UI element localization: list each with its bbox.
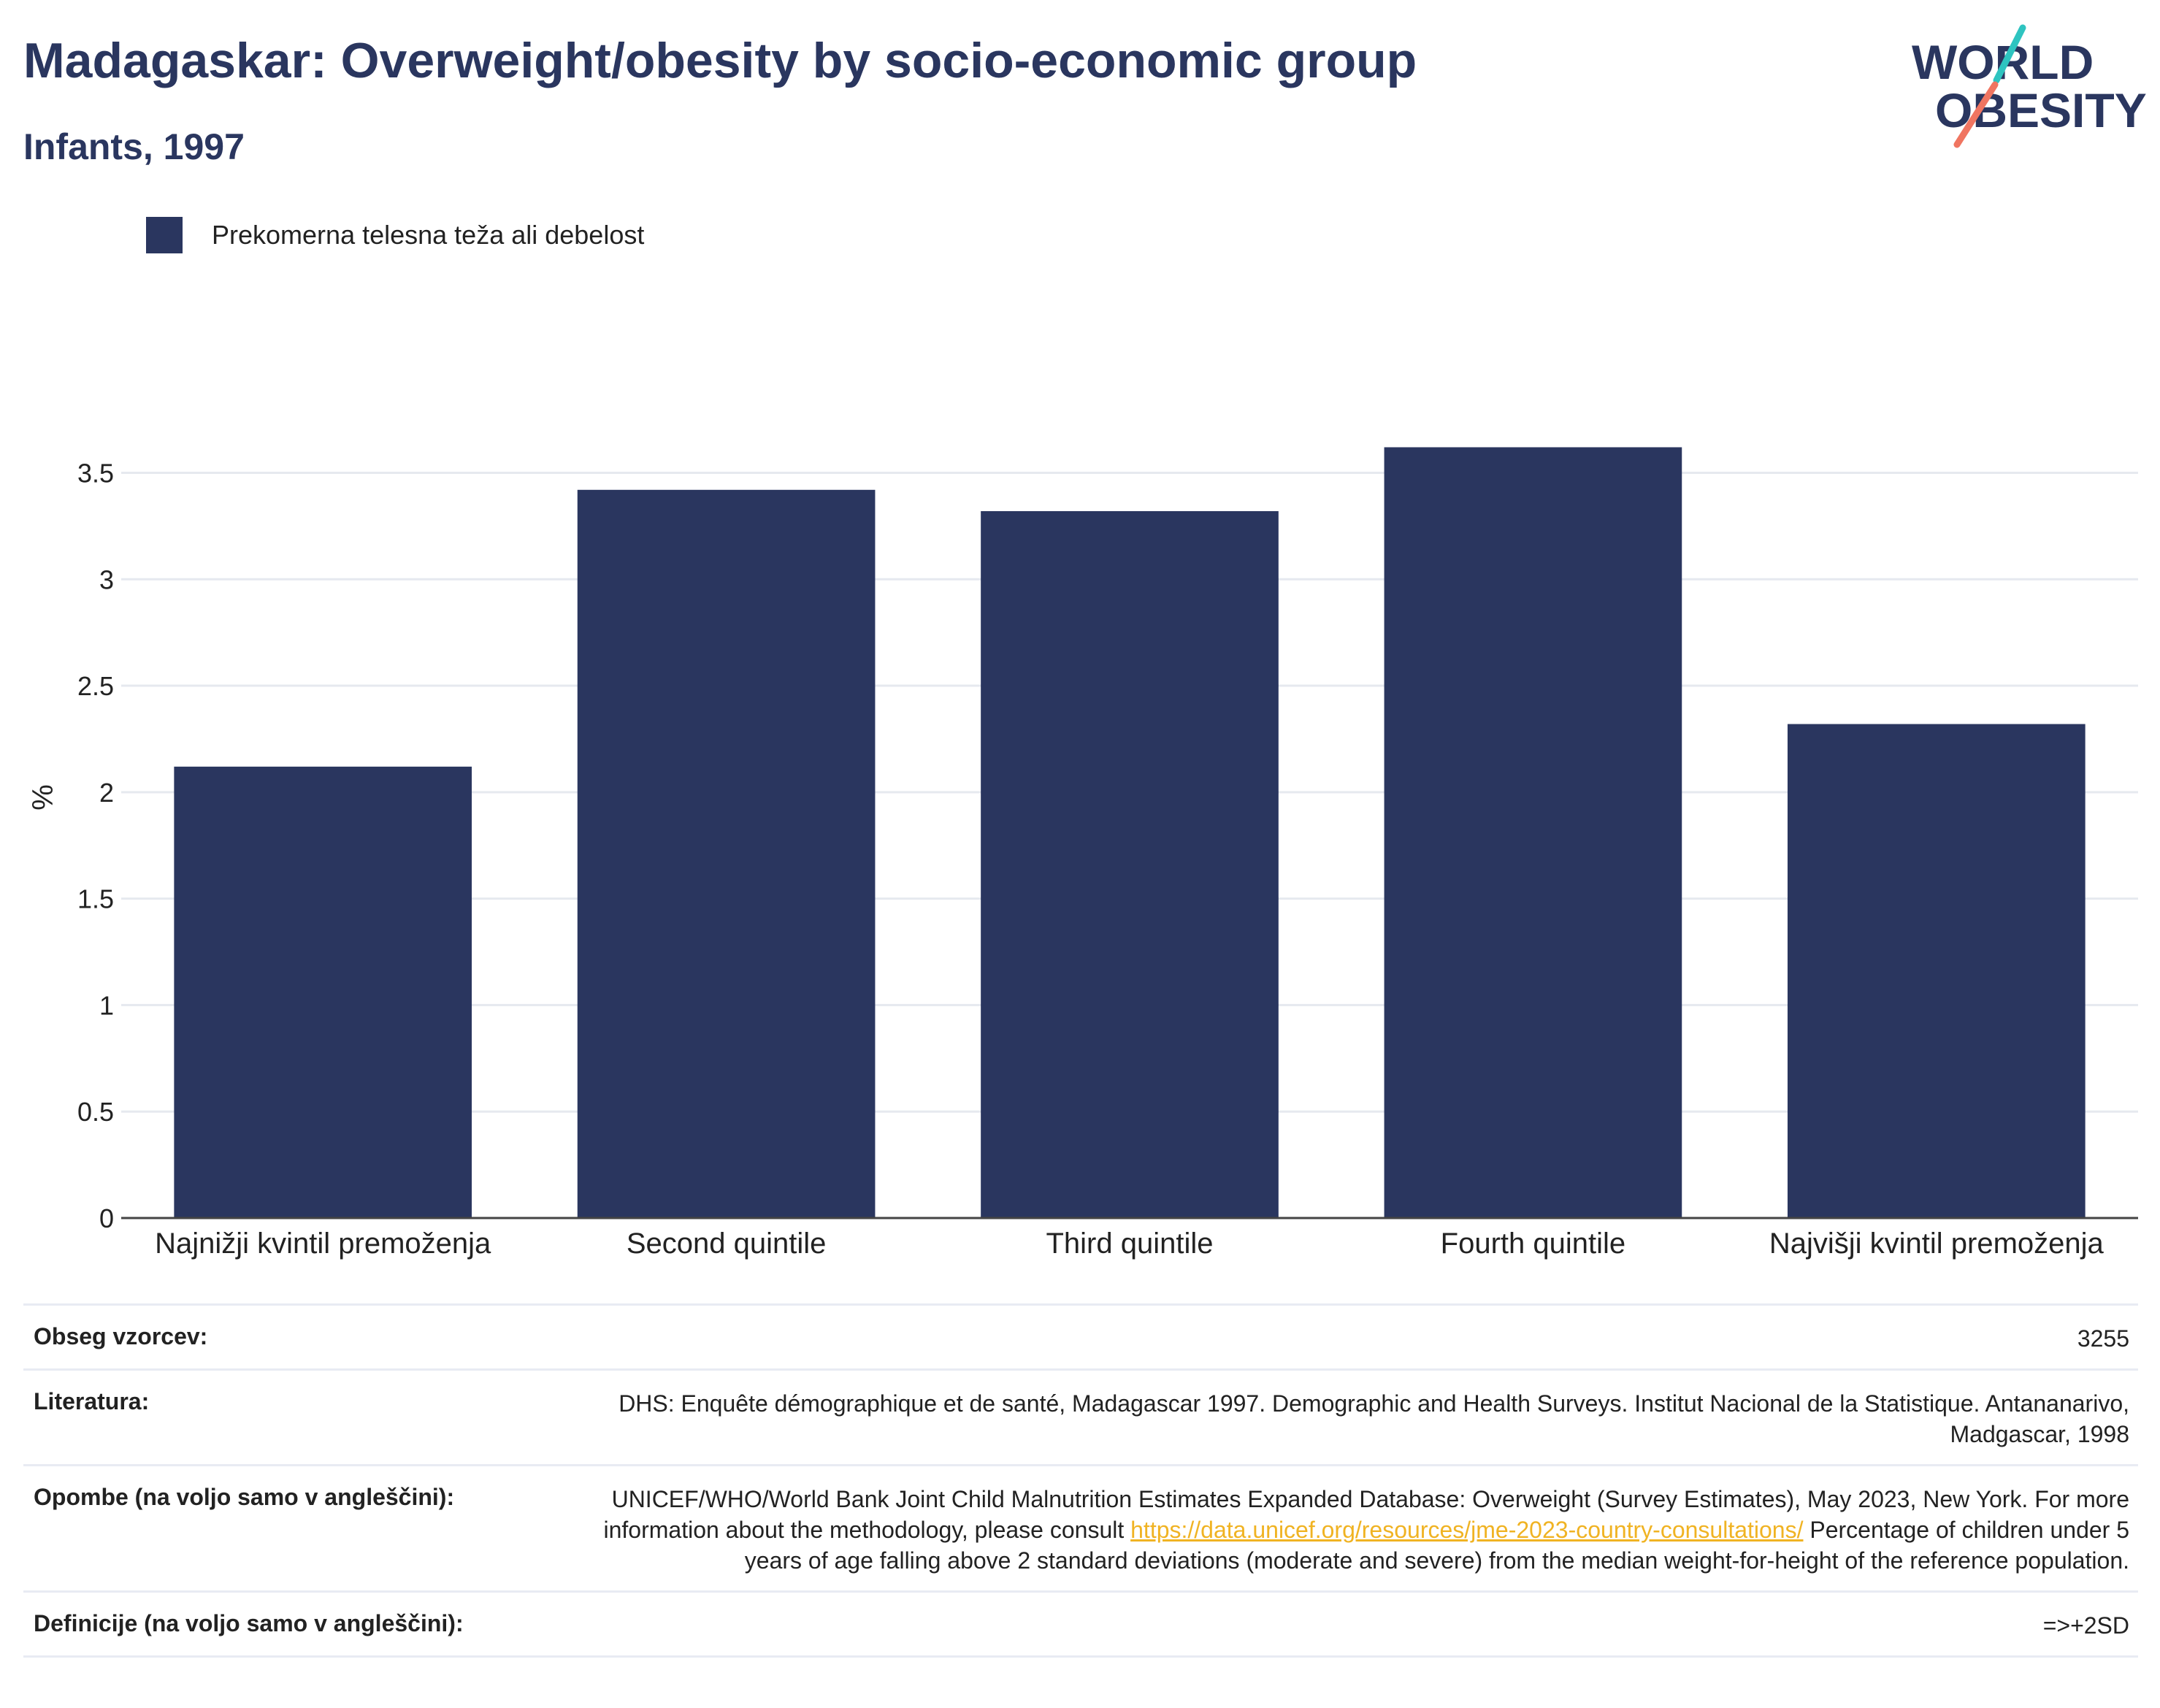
sample-size-value: 3255: [2077, 1325, 2129, 1352]
axes: 0 0.5 1 1.5 2 2.5 3 3.5 Najnižji kvintil premože…: [77, 458, 2138, 1260]
info-row-literature: Literatura: DHS: Enquête démographique e…: [23, 1368, 2138, 1464]
literature-value: DHS: Enquête démographique et de santé, …: [618, 1390, 2129, 1447]
bar-chart: 0 0.5 1 1.5 2 2.5 3 3.5 Najnižji kvintil premože…: [27, 447, 2138, 1260]
notes-label: Opombe (na voljo samo v angleščini):: [34, 1484, 455, 1510]
y-tick-label: 2: [99, 778, 114, 808]
definitions-value: =>+2SD: [2042, 1612, 2129, 1639]
bar[interactable]: [1384, 447, 1682, 1219]
bar[interactable]: [174, 766, 472, 1218]
y-tick-label: 3: [99, 564, 114, 594]
y-tick-label: 1: [99, 990, 114, 1020]
info-table: Obseg vzorcev: 3255 Literatura: DHS: Enq…: [23, 1303, 2138, 1658]
x-tick-label: Third quintile: [1046, 1228, 1213, 1260]
y-axis-label: %: [27, 784, 59, 811]
info-row-notes: Opombe (na voljo samo v angleščini): UNI…: [23, 1464, 2138, 1590]
y-tick-label: 0: [99, 1203, 114, 1233]
info-row-definitions: Definicije (na voljo samo v angleščini):…: [23, 1590, 2138, 1658]
definitions-label: Definicije (na voljo samo v angleščini):: [34, 1610, 464, 1636]
bar[interactable]: [1787, 724, 2086, 1218]
methodology-link[interactable]: https://data.unicef.org/resources/jme-20…: [1130, 1517, 1804, 1543]
y-tick-label: 3.5: [77, 458, 114, 488]
bar[interactable]: [981, 510, 1279, 1218]
notes-text-after: Percentage of children under 5 years of …: [744, 1517, 2129, 1574]
legend-label: Prekomerna telesna teža ali debelost: [212, 220, 645, 250]
bars: [174, 447, 2086, 1219]
y-tick-label: 2.5: [77, 671, 114, 701]
chart-subtitle: Infants, 1997: [23, 126, 245, 167]
bar[interactable]: [577, 489, 876, 1218]
x-tick-label: Najvišji kvintil premoženja: [1769, 1228, 2105, 1260]
x-tick-label: Najnižji kvintil premoženja: [155, 1228, 491, 1260]
y-tick-label: 0.5: [77, 1097, 114, 1127]
legend-swatch: [146, 217, 183, 253]
x-tick-label: Fourth quintile: [1441, 1228, 1625, 1260]
notes-value: UNICEF/WHO/World Bank Joint Child Malnut…: [589, 1484, 2129, 1576]
info-row-sample-size: Obseg vzorcev: 3255: [23, 1303, 2138, 1368]
literature-label: Literatura:: [34, 1388, 150, 1414]
y-tick-label: 1.5: [77, 884, 114, 914]
x-tick-label: Second quintile: [627, 1228, 827, 1260]
chart-title: Madagaskar: Overweight/obesity by socio-…: [23, 33, 1417, 88]
world-obesity-logo: WORLD OBESITY: [1906, 22, 2147, 153]
legend[interactable]: Prekomerna telesna teža ali debelost: [146, 216, 644, 254]
notes-text-before: UNICEF/WHO/World Bank Joint Child Malnut…: [603, 1486, 2129, 1543]
sample-size-label: Obseg vzorcev:: [34, 1323, 208, 1349]
